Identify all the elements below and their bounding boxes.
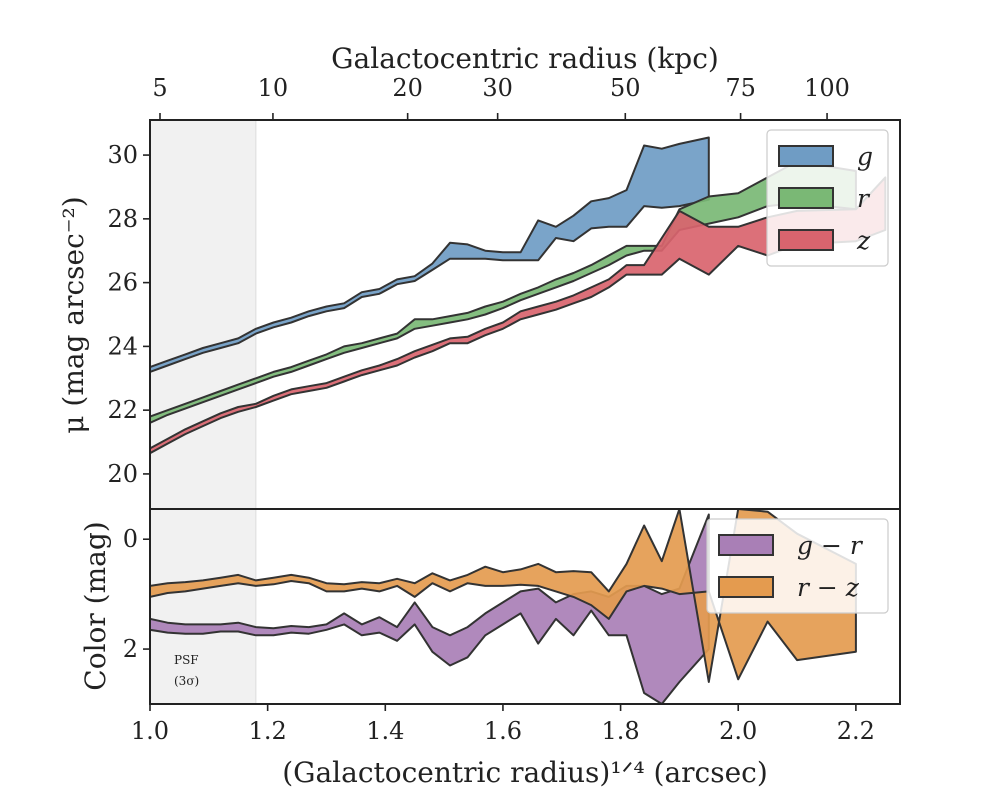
x-tick-label: 2.0 xyxy=(719,717,757,745)
x-axis-title: (Galactocentric radius)¹ᐟ⁴ (arcsec) xyxy=(282,756,768,789)
legend-label: r − z xyxy=(797,573,860,602)
y-axis-title-color: Color (mag) xyxy=(79,521,112,690)
top-tick-label: 20 xyxy=(392,74,423,102)
psf-shaded-region xyxy=(150,120,256,509)
y-tick-label: 28 xyxy=(107,205,138,233)
top-tick-label: 10 xyxy=(258,74,289,102)
legend-surface-brightness: grz xyxy=(766,129,889,267)
y-tick-label: 20 xyxy=(107,460,138,488)
y-tick-label: 30 xyxy=(107,141,138,169)
band-surface-brightness-0 xyxy=(150,136,710,373)
x-tick-label: 1.4 xyxy=(366,717,404,745)
legend-swatch xyxy=(778,145,834,167)
x-tick-label: 1.2 xyxy=(249,717,287,745)
y-tick-label: 0 xyxy=(123,525,138,553)
y-axis-title-surface-brightness: μ (mag arcsec⁻²) xyxy=(57,196,90,433)
color-panel: 0 2 1.0 1.2 1.4 1.6 1.8 2.0 2.2 PSF (3σ) g − r r − z xyxy=(123,508,901,745)
legend-swatch xyxy=(778,187,834,209)
psf-shaded-region xyxy=(150,509,256,704)
top-tick-label: 50 xyxy=(610,74,641,102)
x-tick-label: 1.8 xyxy=(602,717,640,745)
top-tick-label: 30 xyxy=(482,74,513,102)
surface-brightness-panel: 20 22 24 26 28 30 grz xyxy=(107,119,901,510)
y-tick-label: 24 xyxy=(107,332,138,360)
legend-label: r xyxy=(857,184,871,213)
x-tick-label: 1.0 xyxy=(131,717,169,745)
top-tick-label: 75 xyxy=(725,74,756,102)
top-axis-title: Galactocentric radius (kpc) xyxy=(331,42,719,75)
legend-label: z xyxy=(856,226,871,255)
legend-color: g − r r − z xyxy=(706,518,889,614)
x-tick-label: 1.6 xyxy=(484,717,522,745)
top-tick-label: 5 xyxy=(152,74,167,102)
top-kpc-axis: 5 10 20 30 50 75 100 xyxy=(152,74,850,120)
legend-swatch xyxy=(718,576,774,598)
y-tick-label: 2 xyxy=(123,635,138,663)
axes-frame-color xyxy=(149,508,901,705)
psf-annotation-sigma: (3σ) xyxy=(174,674,199,688)
legend-swatch xyxy=(718,534,774,556)
legend-label: g xyxy=(857,142,873,171)
y-tick-label: 22 xyxy=(107,396,138,424)
x-tick-label: 2.2 xyxy=(837,717,875,745)
y-tick-label: 26 xyxy=(107,269,138,297)
legend-label: g − r xyxy=(797,531,864,560)
top-tick-label: 100 xyxy=(804,74,850,102)
psf-annotation: PSF xyxy=(174,653,199,667)
legend-swatch xyxy=(778,229,834,251)
